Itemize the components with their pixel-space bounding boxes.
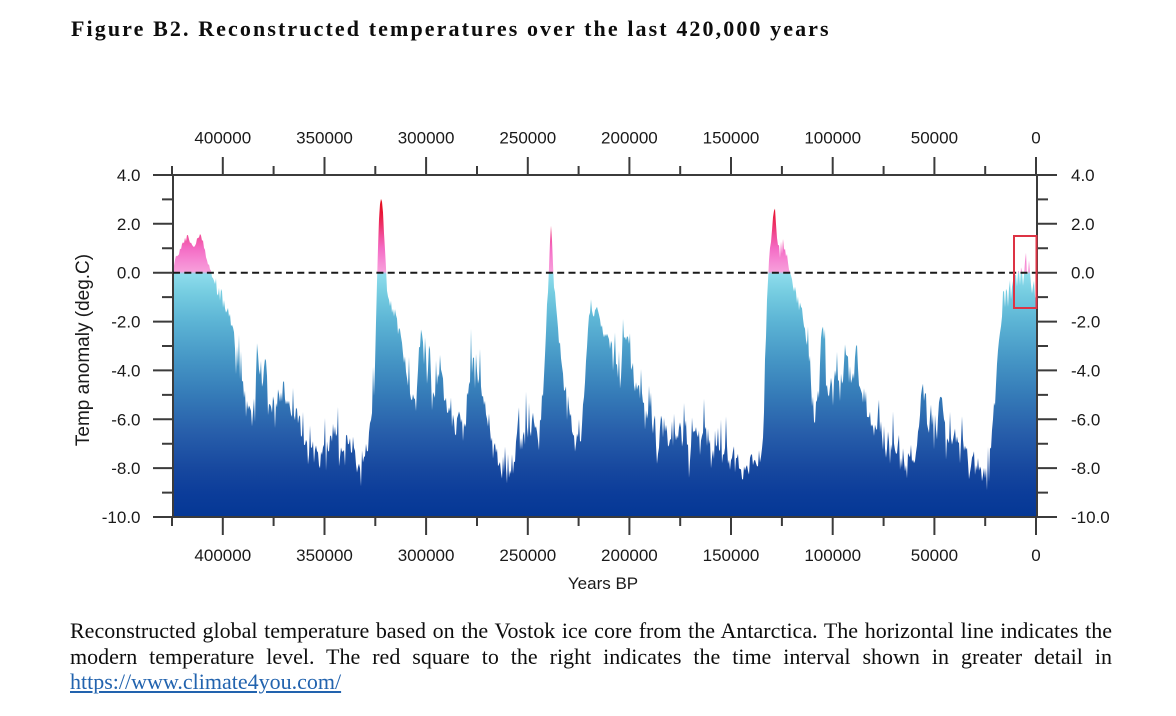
svg-text:Temp anomaly (deg.C): Temp anomaly (deg.C)	[73, 254, 94, 446]
svg-text:0: 0	[1031, 546, 1040, 565]
svg-text:-2.0: -2.0	[1071, 313, 1100, 332]
svg-text:0.0: 0.0	[1071, 264, 1095, 283]
svg-text:-10.0: -10.0	[102, 508, 141, 527]
svg-text:-10.0: -10.0	[1071, 508, 1110, 527]
svg-text:350000: 350000	[296, 546, 353, 565]
svg-text:50000: 50000	[911, 546, 958, 565]
svg-text:400000: 400000	[194, 129, 251, 148]
svg-text:-8.0: -8.0	[1071, 459, 1100, 478]
svg-text:350000: 350000	[296, 129, 353, 148]
svg-text:-2.0: -2.0	[111, 313, 140, 332]
svg-text:300000: 300000	[398, 129, 455, 148]
svg-text:250000: 250000	[499, 129, 556, 148]
svg-text:100000: 100000	[804, 546, 861, 565]
svg-text:-8.0: -8.0	[111, 459, 140, 478]
svg-text:-4.0: -4.0	[1071, 361, 1100, 380]
svg-text:200000: 200000	[601, 129, 658, 148]
svg-text:50000: 50000	[911, 129, 958, 148]
svg-text:150000: 150000	[703, 546, 760, 565]
svg-text:300000: 300000	[398, 546, 455, 565]
svg-text:-6.0: -6.0	[111, 410, 140, 429]
svg-text:4.0: 4.0	[1071, 166, 1095, 185]
svg-text:250000: 250000	[499, 546, 556, 565]
svg-text:-6.0: -6.0	[1071, 410, 1100, 429]
svg-text:2.0: 2.0	[1071, 215, 1095, 234]
svg-text:100000: 100000	[804, 129, 861, 148]
svg-text:2.0: 2.0	[117, 215, 141, 234]
svg-text:0: 0	[1031, 129, 1040, 148]
svg-text:Years BP: Years BP	[568, 574, 638, 593]
svg-text:400000: 400000	[194, 546, 251, 565]
svg-text:4.0: 4.0	[117, 166, 141, 185]
svg-text:0.0: 0.0	[117, 264, 141, 283]
svg-text:200000: 200000	[601, 546, 658, 565]
svg-text:-4.0: -4.0	[111, 361, 140, 380]
svg-text:150000: 150000	[703, 129, 760, 148]
